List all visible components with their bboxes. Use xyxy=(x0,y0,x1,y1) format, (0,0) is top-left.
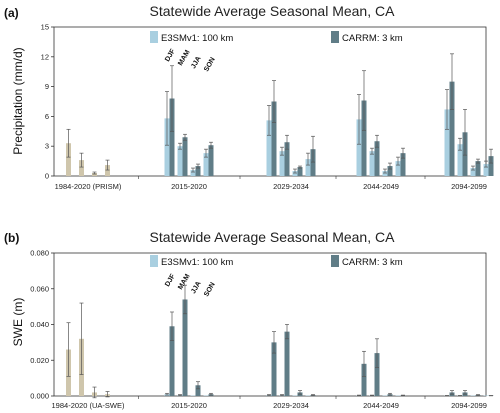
x-category-label: 1984-2020 (PRISM) xyxy=(55,182,122,191)
season-label-son: SON xyxy=(203,281,217,298)
bar-carrm-mam xyxy=(374,141,380,176)
bar-carrm-jja xyxy=(475,161,481,176)
x-category-label: 2015-2020 xyxy=(171,401,207,410)
bar-e3sm-djf xyxy=(164,118,170,176)
bar-carrm-mam xyxy=(182,299,188,396)
x-category-label: 2044-2049 xyxy=(363,401,399,410)
bar-carrm-djf xyxy=(361,363,367,396)
legend-e3sm-label: E3SMv1: 100 km xyxy=(161,33,233,44)
bar-carrm-djf xyxy=(449,81,455,176)
bar-observed-son xyxy=(105,165,110,176)
season-label-jja: JJA xyxy=(190,55,202,70)
bar-carrm-son xyxy=(488,156,494,176)
panel-b-title: Statewide Average Seasonal Mean, CA xyxy=(150,229,396,245)
panel-b-label: (b) xyxy=(4,231,19,245)
legend-carrm-swatch xyxy=(331,31,339,43)
bar-e3sm-jja xyxy=(292,171,298,176)
legend-carrm-label: CARRM: 3 km xyxy=(342,257,403,268)
bar-e3sm-mam xyxy=(177,146,183,176)
season-label-djf: DJF xyxy=(164,272,177,288)
panel-a-title: Statewide Average Seasonal Mean, CA xyxy=(150,3,396,19)
bar-carrm-mam xyxy=(182,137,188,176)
season-label-mam: MAM xyxy=(177,49,192,67)
x-category-label: 2029-2034 xyxy=(273,401,309,410)
bar-observed-jja xyxy=(92,173,97,176)
y-tick-label: 3 xyxy=(45,142,49,151)
bar-e3sm-mam xyxy=(369,151,375,176)
bar-carrm-jja xyxy=(195,385,201,396)
bar-carrm-djf xyxy=(169,326,175,396)
bar-e3sm-mam xyxy=(279,151,285,176)
panel-b-legend: E3SMv1: 100 km CARRM: 3 km xyxy=(150,255,403,268)
x-category-label: 2094-2099 xyxy=(451,401,487,410)
panel-a-precipitation: (a) Statewide Average Seasonal Mean, CA … xyxy=(4,3,494,191)
bar-carrm-jja xyxy=(387,166,393,176)
bar-e3sm-son xyxy=(483,164,489,176)
bar-carrm-mam xyxy=(284,331,290,396)
bar-e3sm-son xyxy=(203,153,209,176)
bar-carrm-son xyxy=(400,153,406,176)
bar-carrm-mam xyxy=(284,142,290,176)
bar-carrm-son xyxy=(208,145,214,176)
bar-e3sm-djf xyxy=(266,120,272,176)
y-tick-label: 15 xyxy=(41,23,49,32)
season-label-djf: DJF xyxy=(164,47,177,63)
panel-b-ylabel: SWE (m) xyxy=(11,298,25,347)
y-tick-label: 0.000 xyxy=(30,392,49,401)
y-tick-label: 0 xyxy=(45,172,49,181)
plot-frame xyxy=(53,252,487,397)
legend-e3sm-swatch xyxy=(150,31,158,43)
bar-e3sm-djf xyxy=(444,109,450,176)
y-tick-label: 0.060 xyxy=(30,284,49,293)
bar-e3sm-jja xyxy=(382,171,388,176)
bar-e3sm-son xyxy=(395,161,401,176)
season-label-son: SON xyxy=(203,56,217,73)
bar-carrm-son xyxy=(310,149,316,176)
panel-a-legend: E3SMv1: 100 km CARRM: 3 km xyxy=(150,31,403,44)
bar-carrm-jja xyxy=(195,166,201,176)
panel-a-ylabel: Precipitation (mm/d) xyxy=(11,47,25,154)
x-category-label: 2094-2099 xyxy=(451,182,487,191)
panel-b-axes: 0.000 0.020 0.040 0.060 0.080 1984-2020 (UA-S… xyxy=(30,249,487,411)
bar-e3sm-jja xyxy=(470,168,476,176)
bar-carrm-djf xyxy=(271,342,277,396)
bar-carrm-djf xyxy=(169,98,175,176)
bar-carrm-mam xyxy=(374,353,380,396)
y-tick-label: 0.080 xyxy=(30,249,49,258)
bar-carrm-djf xyxy=(271,101,277,176)
legend-carrm-label: CARRM: 3 km xyxy=(342,33,403,44)
panel-b-swe: (b) Statewide Average Seasonal Mean, CA … xyxy=(4,229,494,410)
bar-observed-djf xyxy=(66,143,71,176)
bar-e3sm-jja xyxy=(190,170,196,176)
y-tick-label: 0.040 xyxy=(30,320,49,329)
y-tick-label: 12 xyxy=(41,52,49,61)
panel-a-label: (a) xyxy=(4,6,19,20)
bar-observed-mam xyxy=(79,160,84,176)
y-tick-label: 9 xyxy=(45,82,49,91)
x-category-label: 2044-2049 xyxy=(363,182,399,191)
x-category-label: 1984-2020 (UA-SWE) xyxy=(52,401,125,410)
x-category-label: 2029-2034 xyxy=(273,182,309,191)
bar-carrm-djf xyxy=(361,100,367,176)
y-tick-label: 6 xyxy=(45,112,49,121)
x-category-label: 2015-2020 xyxy=(171,182,207,191)
legend-carrm-swatch xyxy=(331,255,339,267)
bar-e3sm-mam xyxy=(457,144,463,176)
bar-e3sm-son xyxy=(305,159,311,176)
legend-e3sm-label: E3SMv1: 100 km xyxy=(161,257,233,268)
bar-carrm-jja xyxy=(297,167,303,176)
y-tick-label: 0.020 xyxy=(30,356,49,365)
legend-e3sm-swatch xyxy=(150,255,158,267)
season-label-mam: MAM xyxy=(177,273,192,291)
season-label-jja: JJA xyxy=(190,280,202,295)
bar-e3sm-djf xyxy=(356,119,362,176)
